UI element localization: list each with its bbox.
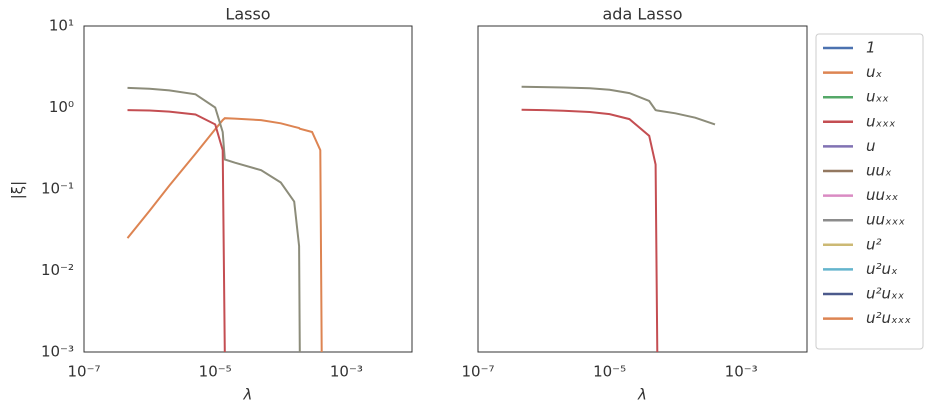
legend-label: u²: [866, 235, 882, 253]
legend-label: uuₓₓₓ: [866, 211, 905, 229]
x-tick-label: 10⁻³: [330, 363, 363, 381]
series-line: [127, 86, 301, 353]
legend-label: uₓ: [866, 63, 883, 81]
legend-label: uuₓ: [866, 162, 892, 180]
y-tick-label: 10⁻²: [41, 261, 74, 279]
chart-title: ada Lasso: [602, 5, 682, 24]
legend-label: u²uₓₓ: [866, 285, 905, 303]
x-tick-label: 10⁻⁵: [199, 363, 232, 381]
y-tick-label: 10⁰: [49, 98, 74, 116]
y-tick-label: 10⁻¹: [41, 180, 74, 198]
x-tick-label: 10⁻⁷: [67, 363, 100, 381]
x-axis-label: λ: [637, 386, 647, 404]
chart-title: Lasso: [225, 5, 270, 24]
legend-label: uₓₓₓ: [866, 112, 896, 130]
series-line: [521, 108, 659, 353]
plot-frame: [83, 25, 413, 353]
y-tick-label: 10⁻³: [41, 343, 74, 361]
x-tick-label: 10⁻⁵: [593, 363, 626, 381]
legend-label: u: [866, 137, 876, 155]
legend-label: uuₓₓ: [866, 186, 899, 204]
legend-label: u²uₓ: [866, 260, 898, 278]
series-line: [127, 109, 226, 353]
plot-frame: [477, 25, 808, 353]
y-axis-label: |ξ|: [9, 181, 27, 199]
x-axis-label: λ: [243, 386, 253, 404]
legend-label: 1: [866, 39, 876, 57]
series-line: [126, 117, 323, 353]
series-line: [521, 85, 716, 126]
x-tick-label: 10⁻⁷: [461, 363, 494, 381]
legend-label: uₓₓ: [866, 88, 889, 106]
y-tick-label: 10¹: [49, 17, 74, 35]
x-tick-label: 10⁻³: [725, 363, 758, 381]
legend-label: u²uₓₓₓ: [866, 309, 911, 327]
